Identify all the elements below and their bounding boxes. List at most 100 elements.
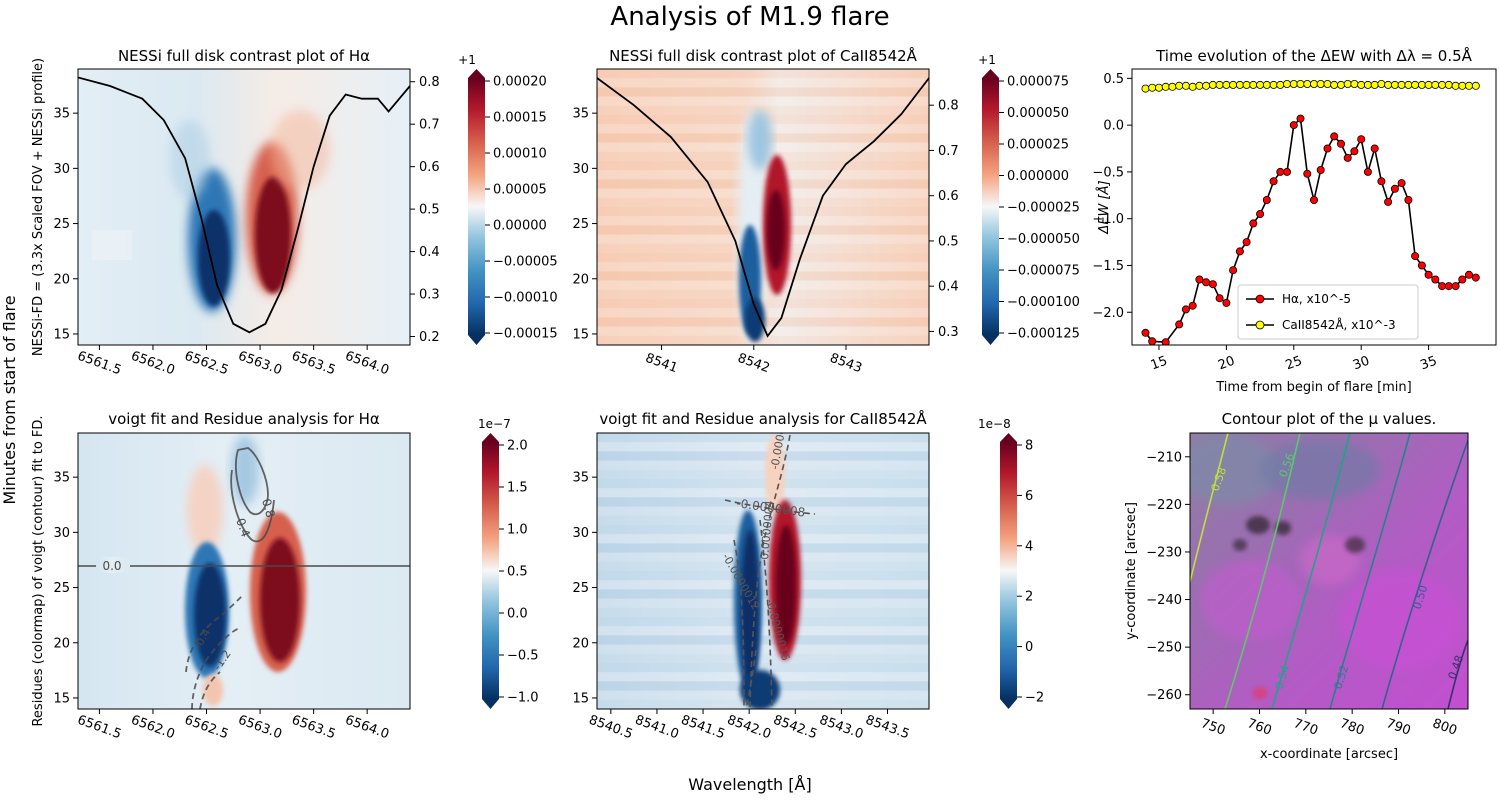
colorbar-top-label: 1e−8 bbox=[978, 417, 1011, 431]
x-tick-label: 6563.0 bbox=[236, 713, 284, 743]
data-point bbox=[1276, 80, 1285, 89]
y-tick-label: 25 bbox=[572, 217, 589, 232]
y-tick-label: 30 bbox=[53, 162, 70, 177]
plot-frame bbox=[596, 432, 930, 710]
colorbar-ca: +1 0.000075 0.000050 0.000025 0.000000 −0.00… bbox=[978, 53, 1080, 345]
data-point bbox=[1417, 80, 1426, 89]
panel-title: voigt fit and Residue analysis for CaII8… bbox=[599, 409, 927, 428]
y-tick-label: 30 bbox=[572, 526, 589, 541]
x-tick-label: 8541.0 bbox=[633, 713, 681, 743]
data-point bbox=[1283, 167, 1292, 176]
colorbar-tick-label: −2 bbox=[1025, 691, 1044, 706]
heatmap-image bbox=[597, 69, 929, 345]
data-point bbox=[1471, 273, 1480, 282]
data-point bbox=[1262, 195, 1271, 204]
right-y-tick-label: 0.4 bbox=[938, 280, 959, 295]
x-tick-label: 6561.5 bbox=[75, 713, 123, 743]
y-tick-label: 20 bbox=[572, 636, 589, 651]
data-point bbox=[1161, 82, 1170, 91]
heatmap-image: 0.0 0.8 0.4 -0.4 -1.2 bbox=[78, 433, 410, 709]
data-point bbox=[1424, 80, 1433, 89]
data-point bbox=[1451, 81, 1460, 90]
y-tick-label: −1.0 bbox=[1092, 212, 1124, 227]
data-point bbox=[1249, 219, 1258, 228]
data-point bbox=[1148, 337, 1157, 345]
data-point bbox=[1316, 80, 1325, 89]
data-point bbox=[1310, 195, 1319, 204]
colorbar-tick-label: 0.5 bbox=[507, 565, 528, 580]
data-point bbox=[1276, 167, 1285, 176]
y-tick-label: 35 bbox=[53, 107, 70, 122]
x-tick-label: 8541 bbox=[643, 351, 679, 376]
data-point bbox=[1424, 270, 1433, 279]
plot-frame bbox=[77, 432, 411, 710]
panel-mu-contour: Contour plot of the μ values. 0.58 0.56 … bbox=[1124, 410, 1469, 762]
line-profile-ha bbox=[78, 76, 410, 334]
x-axis-label: x-coordinate [arcsec] bbox=[1260, 747, 1398, 762]
data-point bbox=[1343, 80, 1352, 89]
colorbar-tick-label: 0 bbox=[1025, 640, 1033, 655]
right-y-tick-label: 0.2 bbox=[419, 330, 440, 345]
right-y-tick-label: 0.7 bbox=[419, 118, 440, 133]
panel-title: NESSi full disk contrast plot of CaII854… bbox=[609, 46, 918, 65]
y-tick-label: 15 bbox=[53, 327, 70, 342]
data-point bbox=[1222, 80, 1231, 89]
panel-title: NESSi full disk contrast plot of Hα bbox=[118, 47, 370, 65]
x-tick-label: 6562.0 bbox=[129, 349, 177, 379]
data-point bbox=[1242, 80, 1251, 89]
y-tick-label: 25 bbox=[53, 581, 70, 596]
data-point bbox=[1404, 80, 1413, 89]
data-point bbox=[1303, 80, 1312, 89]
y-tick-label: −1.5 bbox=[1092, 259, 1124, 274]
x-tick-label: 25 bbox=[1284, 354, 1305, 374]
x-tick-label: 6562.5 bbox=[182, 713, 230, 743]
data-point bbox=[1330, 80, 1339, 89]
data-point bbox=[1431, 80, 1440, 89]
x-tick-label: 8541.5 bbox=[679, 713, 727, 743]
x-tick-label: 750 bbox=[1199, 716, 1227, 739]
data-point bbox=[1438, 282, 1447, 291]
data-point bbox=[1283, 80, 1292, 89]
colorbar-tick-label: 0.00015 bbox=[493, 111, 547, 126]
data-point bbox=[1350, 80, 1359, 89]
data-point bbox=[1229, 266, 1238, 275]
x-tick-label: 8542.5 bbox=[771, 713, 819, 743]
x-tick-label: 8542 bbox=[735, 351, 771, 376]
colorbar-tick-label: −1.0 bbox=[507, 691, 539, 706]
colorbar-tick-label: 4 bbox=[1025, 539, 1033, 554]
colorbar-ha: +1 0.00020 0.00015 0.00010 0.00005 0.00000 −0… bbox=[458, 53, 558, 345]
x-tick-label: 8543.5 bbox=[863, 713, 911, 743]
data-point bbox=[1323, 144, 1332, 153]
x-tick-label: 6561.5 bbox=[75, 349, 123, 379]
data-point bbox=[1370, 80, 1379, 89]
x-tick-label: 780 bbox=[1338, 716, 1366, 739]
data-point bbox=[1465, 270, 1474, 279]
y-tick-label: 15 bbox=[53, 691, 70, 706]
data-point bbox=[1465, 81, 1474, 90]
colorbar-tick-label: 0.000000 bbox=[1007, 169, 1069, 184]
plot-frame bbox=[1131, 68, 1497, 346]
colorbar-tick-label: −0.000025 bbox=[1007, 201, 1080, 216]
y-tick-label: −210 bbox=[1146, 450, 1182, 465]
colorbar-top-label: +1 bbox=[978, 53, 996, 67]
y-axis-label: ΔEW [Å] bbox=[1096, 180, 1112, 234]
y-axis-label: y-coordinate [arcsec] bbox=[1124, 502, 1139, 640]
colorbar-tick-label: 0.00005 bbox=[493, 183, 547, 198]
data-point bbox=[1296, 114, 1305, 123]
y-tick-label: 0.0 bbox=[1103, 119, 1124, 134]
data-point bbox=[1269, 80, 1278, 89]
data-point bbox=[1161, 338, 1170, 345]
data-point bbox=[1323, 80, 1332, 89]
data-point bbox=[1471, 81, 1480, 90]
panel-title: voigt fit and Residue analysis for Hα bbox=[108, 410, 380, 428]
data-point bbox=[1451, 282, 1460, 291]
y-tick-label: 20 bbox=[53, 636, 70, 651]
data-point bbox=[1262, 80, 1271, 89]
colorbar-top-label: 1e−7 bbox=[478, 417, 511, 431]
colorbar-tick-label: 1.0 bbox=[507, 523, 528, 538]
legend-label-ca: CaII8542Å, x10^-3 bbox=[1282, 317, 1396, 332]
x-tick-label: 8543.0 bbox=[817, 713, 865, 743]
y-axis-label: Residues (colormap) of voigt (contour) f… bbox=[31, 415, 46, 726]
colorbar-tick-label: −0.000050 bbox=[1007, 232, 1080, 247]
panel-ew-time: Time evolution of the ΔEW with Δλ = 0.5Å… bbox=[1092, 46, 1497, 395]
